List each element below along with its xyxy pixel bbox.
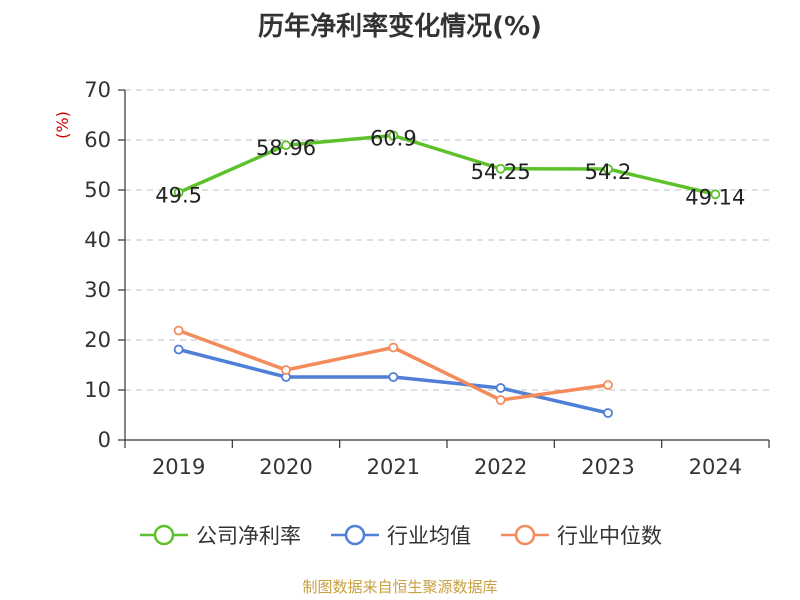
data-point	[281, 140, 291, 151]
y-tick-label: 70	[84, 78, 111, 102]
data-point	[281, 365, 291, 375]
y-tick-label: 0	[98, 428, 111, 452]
x-tick-label: 2019	[152, 455, 205, 479]
series-line-1	[176, 133, 718, 197]
x-tick-label: 2023	[581, 455, 634, 479]
data-point	[388, 130, 399, 141]
grid-lines	[125, 89, 769, 391]
legend-label: 行业均值	[387, 524, 471, 548]
x-tick-label: 2020	[259, 455, 312, 479]
data-point	[603, 408, 613, 418]
data-point	[173, 344, 184, 355]
data-label: 60.9	[370, 127, 417, 151]
legend-swatch	[501, 524, 549, 546]
data-point	[710, 189, 721, 200]
legend-swatch	[140, 524, 188, 546]
data-label: 58.96	[256, 136, 316, 160]
chart-title: 历年净利率变化情况(%)	[258, 12, 542, 42]
y-tick-label: 20	[84, 328, 111, 352]
source-note: 制图数据来自恒生聚源数据库	[302, 578, 498, 596]
data-labels: 49.5 58.96 60.9 54.25 54.2 49.14	[155, 127, 745, 210]
legend-swatch	[331, 524, 379, 546]
data-point	[495, 383, 506, 393]
data-label: 49.14	[685, 185, 745, 209]
x-tick-label: 2024	[689, 455, 742, 479]
data-point	[495, 395, 506, 405]
y-axis-label: (%)	[53, 111, 72, 139]
legend-item: 行业均值	[329, 520, 471, 550]
y-tick-label: 50	[84, 178, 111, 202]
data-point	[173, 325, 184, 336]
data-label: 54.25	[471, 160, 531, 184]
data-point	[388, 342, 399, 353]
series-layer	[173, 130, 721, 418]
data-point	[603, 380, 613, 390]
x-tick-label: 2022	[474, 455, 527, 479]
y-tick-label: 60	[84, 128, 111, 152]
data-point	[495, 163, 506, 174]
y-tick-label: 10	[84, 378, 111, 402]
legend-item: 公司净利率	[138, 520, 301, 550]
y-tick-label: 30	[84, 278, 111, 302]
legend: 公司净利率 行业均值 行业中位数	[0, 520, 800, 550]
data-label: 54.2	[585, 160, 632, 184]
data-point	[388, 372, 399, 382]
data-label: 49.5	[155, 184, 202, 208]
data-point	[173, 187, 184, 198]
legend-label: 公司净利率	[196, 524, 301, 548]
data-point	[603, 164, 613, 174]
y-tick-label: 40	[84, 228, 111, 252]
x-tick-label: 2021	[367, 455, 420, 479]
legend-item: 行业中位数	[499, 520, 662, 550]
legend-label: 行业中位数	[557, 524, 662, 548]
axes: 0 10 20 30 40 50 60 70 (%) 2019 2020 2021 2022 2023 20…	[53, 78, 770, 479]
